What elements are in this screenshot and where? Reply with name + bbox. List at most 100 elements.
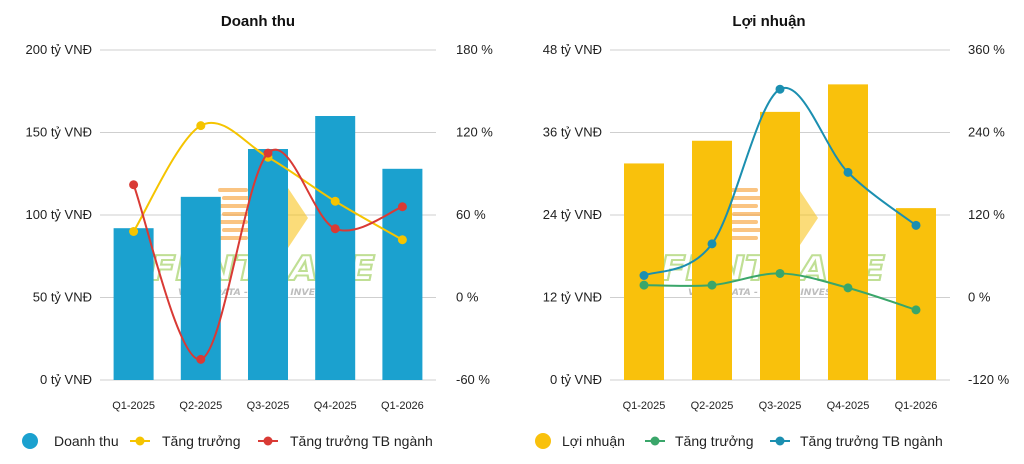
profit-line-point: [911, 220, 921, 230]
profit-chart-panel: Lợi nhuận FIINTRADEVALUE DATA - SMART IN…: [535, 13, 1010, 449]
revenue-watermark-arrow: [288, 188, 308, 248]
revenue-line-point: [397, 235, 407, 245]
profit-bar: [760, 111, 800, 380]
revenue-watermark-stripe: [222, 228, 252, 232]
profit-category-label: Q3-2025: [759, 400, 802, 412]
profit-right-tick: 360 %: [968, 42, 1005, 57]
revenue-line-point: [397, 202, 407, 212]
profit-watermark-stripe: [728, 220, 758, 224]
revenue-watermark-stripe: [222, 212, 252, 216]
revenue-line-series: [132, 121, 403, 241]
profit-bar: [828, 84, 868, 380]
profit-bar: [896, 208, 936, 380]
profit-legend-label: Tăng trưởng TB ngành: [800, 433, 943, 449]
profit-chart-title: Lợi nhuận: [732, 13, 805, 30]
revenue-line-point: [129, 180, 139, 190]
profit-legend-marker-dot: [775, 436, 785, 446]
profit-category-label: Q1-2026: [895, 400, 938, 412]
profit-right-tick: 0 %: [968, 290, 991, 305]
profit-watermark-arrow: [798, 188, 818, 248]
revenue-bar: [180, 196, 221, 380]
profit-line-point: [707, 239, 717, 249]
profit-bar: [692, 140, 732, 380]
profit-legend-marker: [535, 433, 551, 449]
profit-right-tick: 120 %: [968, 207, 1005, 222]
profit-left-tick: 36 tỷ VNĐ: [543, 125, 602, 140]
profit-left-tick: 48 tỷ VNĐ: [543, 42, 602, 57]
profit-left-tick: 24 tỷ VNĐ: [543, 207, 602, 222]
revenue-watermark-stripe: [218, 188, 248, 192]
revenue-line-point: [263, 148, 273, 158]
revenue-right-tick: 60 %: [456, 207, 486, 222]
revenue-line-point: [196, 121, 206, 131]
revenue-left-tick: 100 tỷ VNĐ: [26, 207, 92, 222]
revenue-chart-panel: Doanh thu FIINTRADEVALUE DATA - SMART IN…: [22, 13, 493, 449]
profit-watermark-stripe: [728, 204, 758, 208]
profit-line-point: [911, 305, 921, 315]
revenue-left-tick: 0 tỷ VNĐ: [40, 372, 92, 387]
revenue-legend-marker-dot: [263, 436, 273, 446]
revenue-right-tick: 120 %: [456, 125, 493, 140]
revenue-right-tick: 0 %: [456, 290, 479, 305]
revenue-bar: [315, 116, 356, 380]
revenue-legend-label: Doanh thu: [54, 433, 119, 449]
profit-line-point: [639, 271, 649, 280]
revenue-legend: Doanh thu Tăng trưởng Tăng trưởng TB ngành: [22, 433, 433, 449]
revenue-category-label: Q1-2026: [381, 400, 424, 412]
revenue-category-label: Q1-2025: [112, 400, 155, 412]
revenue-legend-marker: [22, 433, 38, 449]
revenue-bar: [248, 149, 288, 380]
revenue-left-tick: 150 tỷ VNĐ: [26, 125, 92, 140]
profit-legend-label: Lợi nhuận: [562, 433, 625, 449]
revenue-watermark-stripe: [218, 220, 248, 224]
profit-lines: [639, 84, 921, 315]
profit-line-point: [639, 280, 649, 290]
revenue-legend-marker-dot: [135, 436, 145, 446]
profit-watermark-stripe: [732, 228, 762, 232]
profit-bars: [624, 84, 936, 380]
profit-right-tick: 240 %: [968, 125, 1005, 140]
revenue-right-tick: -60 %: [456, 372, 490, 387]
profit-watermark-stripe: [728, 236, 758, 240]
revenue-category-label: Q2-2025: [179, 400, 222, 412]
revenue-bars: [113, 116, 423, 380]
revenue-watermark-stripe: [218, 236, 248, 240]
profit-right-tick: -120 %: [968, 372, 1010, 387]
revenue-line-point: [330, 196, 340, 206]
revenue-chart-title: Doanh thu: [221, 13, 295, 30]
profit-line-point: [707, 280, 717, 290]
profit-line-point: [775, 84, 785, 94]
profit-left-tick: 0 tỷ VNĐ: [550, 372, 602, 387]
profit-watermark-stripe: [728, 188, 758, 192]
revenue-left-tick: 50 tỷ VNĐ: [33, 290, 92, 305]
profit-legend: Lợi nhuận Tăng trưởng Tăng trưởng TB ngành: [535, 433, 943, 449]
revenue-category-label: Q3-2025: [247, 400, 290, 412]
profit-line-point: [843, 283, 853, 293]
profit-line-point: [843, 167, 853, 177]
profit-line-point: [775, 268, 785, 278]
revenue-watermark-stripe: [222, 196, 252, 200]
revenue-left-tick: 200 tỷ VNĐ: [26, 42, 92, 57]
revenue-lines: [129, 121, 407, 364]
profit-category-label: Q1-2025: [623, 400, 666, 412]
revenue-line-point: [129, 227, 139, 236]
revenue-line-point: [330, 224, 340, 234]
profit-axis-ticks: 48 tỷ VNĐ 360 % 36 tỷ VNĐ 240 % 24 tỷ VNĐ 120…: [543, 42, 1010, 412]
profit-watermark-stripe: [732, 196, 762, 200]
revenue-legend-label: Tăng trưởng TB ngành: [290, 433, 433, 449]
profit-legend-label: Tăng trưởng: [675, 433, 753, 449]
revenue-bar: [382, 168, 423, 380]
profit-watermark-stripe: [732, 212, 762, 216]
profit-legend-marker-dot: [650, 436, 660, 446]
revenue-axis-ticks: 200 tỷ VNĐ 180 % 150 tỷ VNĐ 120 % 100 tỷ VNĐ…: [26, 42, 494, 412]
revenue-right-tick: 180 %: [456, 42, 493, 57]
profit-left-tick: 12 tỷ VNĐ: [543, 290, 602, 305]
revenue-category-label: Q4-2025: [314, 400, 357, 412]
profit-category-label: Q4-2025: [827, 400, 870, 412]
revenue-legend-label: Tăng trưởng: [162, 433, 240, 449]
revenue-watermark-stripe: [218, 204, 248, 208]
profit-category-label: Q2-2025: [691, 400, 734, 412]
revenue-bar: [113, 228, 154, 380]
